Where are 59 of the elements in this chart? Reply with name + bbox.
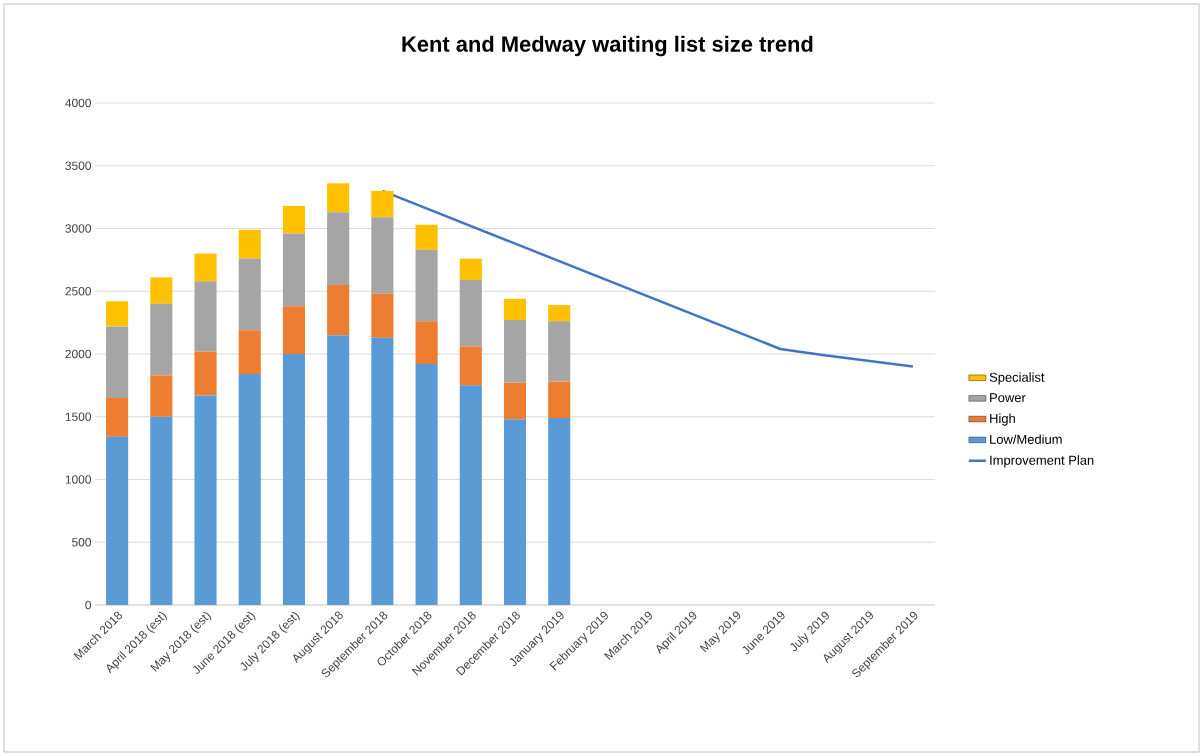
bar <box>459 385 482 605</box>
bar <box>106 397 129 437</box>
legend-label: Power <box>990 393 1026 403</box>
bar <box>150 277 173 304</box>
legend-label: Improvement Plan <box>990 455 1094 468</box>
y-tick-label: 2000 <box>65 349 92 359</box>
bar <box>415 224 438 250</box>
bar <box>503 419 527 605</box>
bar <box>106 326 129 398</box>
y-tick-label: 3000 <box>65 224 92 233</box>
y-tick-label: 4000 <box>65 98 92 108</box>
y-tick-label: 3500 <box>65 161 92 170</box>
bar <box>548 381 571 418</box>
bar <box>371 190 394 218</box>
y-tick-label: 1000 <box>65 475 92 484</box>
bar <box>371 217 394 294</box>
bar <box>282 354 305 605</box>
bar <box>503 298 527 321</box>
bar <box>282 306 305 354</box>
bar <box>282 205 305 234</box>
legend-label: Low/Medium <box>990 434 1062 444</box>
bar <box>150 375 173 417</box>
chart-title: Kent and Medway waiting list size trend <box>402 35 813 57</box>
bar <box>238 330 261 375</box>
bar <box>327 335 350 605</box>
bar <box>548 418 571 605</box>
bar <box>282 233 305 307</box>
y-tick-label: 1500 <box>65 412 92 421</box>
bar <box>415 364 438 605</box>
bar <box>106 436 129 605</box>
bar <box>150 416 173 605</box>
y-tick-label: 500 <box>72 538 92 547</box>
bar <box>238 374 261 605</box>
bar <box>459 279 482 347</box>
bar <box>415 321 438 365</box>
bar <box>194 281 217 352</box>
y-tick-label: 0 <box>85 600 92 610</box>
bar <box>503 320 527 383</box>
bar <box>194 351 217 396</box>
bar <box>327 183 350 213</box>
bar <box>548 321 571 382</box>
y-tick-label: 2500 <box>65 287 92 296</box>
bar <box>238 258 261 331</box>
bar <box>503 382 527 420</box>
legend-label: Specialist <box>989 372 1045 385</box>
bar <box>106 301 129 327</box>
bar <box>194 395 217 605</box>
bar <box>327 212 350 285</box>
bar <box>459 258 482 280</box>
legend-label: High <box>990 413 1015 426</box>
bar <box>459 346 482 386</box>
bar <box>194 253 217 282</box>
bar <box>327 284 350 336</box>
bar <box>238 229 261 259</box>
bar <box>548 305 571 322</box>
bar <box>371 337 394 605</box>
bar <box>371 293 394 338</box>
bar <box>415 249 438 322</box>
bar <box>150 303 173 376</box>
